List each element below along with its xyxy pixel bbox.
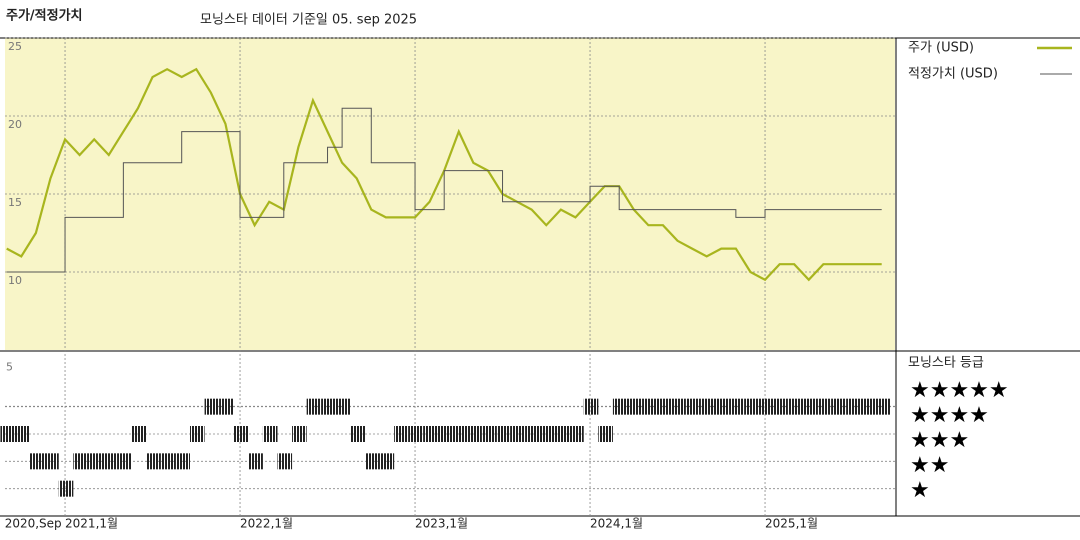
rating-legend: ★★★: [910, 428, 969, 453]
rating-bar: [510, 426, 526, 442]
rating-bar: [262, 426, 278, 442]
rating-bar: [160, 453, 176, 470]
rating-bar: [729, 398, 745, 415]
rating-bar: [146, 453, 161, 470]
rating-bar: [598, 426, 613, 442]
rating-bar: [700, 398, 715, 415]
rating-legend: ★★: [910, 453, 949, 478]
rating-bar: [379, 453, 395, 470]
rating-bar: [117, 453, 132, 470]
rating-bar: [539, 426, 555, 442]
rating-bar: [671, 398, 686, 415]
rating-bar: [452, 426, 468, 442]
rating-bar: [467, 426, 482, 442]
rating-bar: [29, 453, 45, 470]
rating-bar: [233, 426, 249, 442]
y-tick-label: 25: [8, 40, 22, 53]
rating-bar: [685, 398, 701, 415]
x-tick-label: 2023,1월: [415, 517, 468, 531]
rating-bar: [714, 398, 730, 415]
rating-tick-label: 5: [6, 360, 13, 373]
rating-bar: [14, 426, 30, 442]
rating-bar: [612, 398, 628, 415]
rating-bar: [875, 398, 890, 415]
series-line: [6, 107, 882, 273]
rating-bar: [87, 453, 103, 470]
rating-bar: [102, 453, 118, 470]
legend-label: 주가 (USD): [908, 41, 974, 56]
rating-bar: [0, 426, 15, 442]
legend-label: 적정가치 (USD): [908, 67, 998, 82]
rating-bar: [321, 398, 336, 415]
rating-bar: [496, 426, 511, 442]
rating-bar: [204, 398, 220, 415]
y-tick-label: 10: [8, 274, 22, 287]
rating-legend: ★★★★★: [910, 378, 1009, 403]
rating-bar: [73, 453, 88, 470]
rating-bar: [744, 398, 759, 415]
chart-title: 주가/적정가치: [6, 8, 83, 24]
y-tick-label: 20: [8, 118, 22, 131]
rating-bar: [642, 398, 657, 415]
rating-bar: [817, 398, 832, 415]
chart-subtitle: 모닝스타 데이터 기준일 05. sep 2025: [200, 13, 417, 28]
rating-bar: [292, 426, 307, 442]
rating-bar: [277, 453, 293, 470]
rating-bar: [627, 398, 643, 415]
rating-bar: [554, 426, 570, 442]
rating-bar: [189, 426, 205, 442]
rating-legend: ★: [910, 478, 930, 503]
rating-bar: [787, 398, 803, 415]
rating-bar: [219, 398, 234, 415]
x-tick-label: 2022,1월: [240, 517, 293, 531]
rating-bar: [773, 398, 788, 415]
rating-bar: [408, 426, 424, 442]
rating-bar: [131, 426, 147, 442]
ratings-title: 모닝스타 등급: [908, 356, 984, 371]
rating-bar: [758, 398, 774, 415]
rating-bar: [437, 426, 453, 442]
rating-bar: [350, 426, 365, 442]
x-tick-label: 2021,1월: [65, 517, 118, 531]
rating-bar: [860, 398, 876, 415]
rating-bar: [846, 398, 861, 415]
rating-bar: [364, 453, 380, 470]
y-tick-label: 15: [8, 196, 22, 209]
rating-bar: [394, 426, 409, 442]
rating-bar: [525, 426, 540, 442]
rating-bar: [481, 426, 497, 442]
rating-bar: [569, 426, 584, 442]
rating-bar: [656, 398, 672, 415]
rating-bar: [58, 480, 74, 497]
rating-bar: [423, 426, 438, 442]
rating-bar: [802, 398, 818, 415]
rating-bar: [175, 453, 190, 470]
x-tick-label: 2024,1월: [590, 517, 643, 531]
rating-bar: [248, 453, 263, 470]
rating-bar: [44, 453, 59, 470]
x-tick-label: 2025,1월: [765, 517, 818, 531]
rating-bar: [583, 398, 599, 415]
rating-bar: [335, 398, 351, 415]
rating-legend: ★★★★: [910, 403, 989, 428]
rating-bar: [831, 398, 847, 415]
x-tick-label: 2020,Sep: [5, 517, 62, 531]
rating-bar: [306, 398, 322, 415]
